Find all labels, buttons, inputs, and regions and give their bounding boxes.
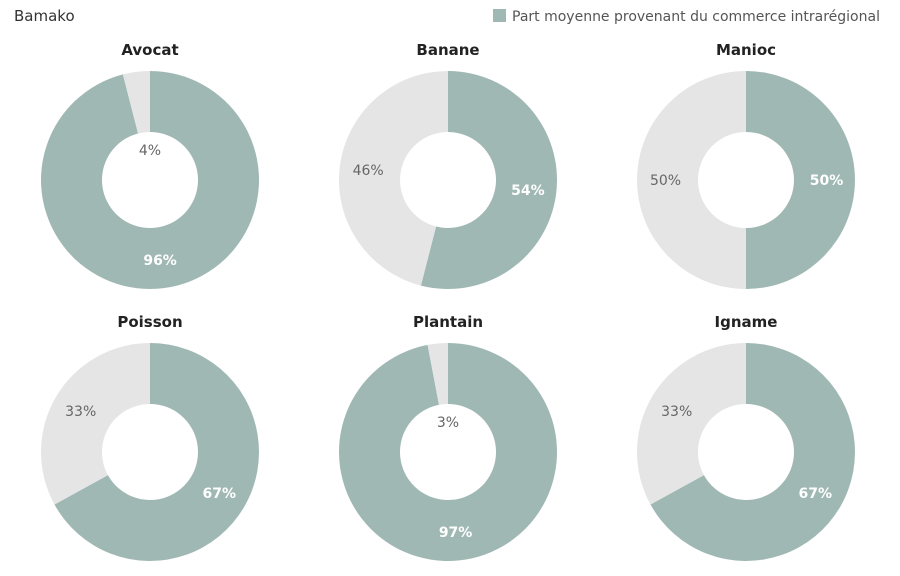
- slice-label-rest: 33%: [65, 404, 96, 420]
- chart-title: Bamako: [14, 7, 75, 25]
- slice-label-rest: 50%: [650, 173, 681, 189]
- panel-title: Plantain: [413, 313, 483, 331]
- slice-rest: [122, 71, 150, 134]
- slice-rest: [637, 343, 746, 505]
- slice-label-rest: 3%: [437, 415, 459, 431]
- panel-title: Igname: [715, 313, 778, 331]
- panels: Avocat 96% 4% Banane 54% 46% Manioc 50% 50% Poiss…: [40, 41, 855, 562]
- panel-title: Poisson: [117, 313, 182, 331]
- slice-label-intraregional: 67%: [799, 486, 833, 502]
- slice-rest: [427, 343, 448, 405]
- slice-intraregional: [420, 71, 557, 290]
- slice-label-intraregional: 97%: [439, 525, 473, 541]
- slice-label-intraregional: 67%: [203, 486, 237, 502]
- slice-label-intraregional: 54%: [511, 183, 545, 199]
- donut-panel-plantain: Plantain 97% 3%: [339, 313, 557, 562]
- legend-swatch: [493, 9, 506, 22]
- slice-label-intraregional: 96%: [143, 253, 177, 269]
- slice-label-rest: 33%: [661, 404, 692, 420]
- slice-label-rest: 4%: [139, 143, 161, 159]
- slice-intraregional: [40, 71, 259, 289]
- slice-intraregional: [54, 343, 260, 561]
- slice-label-intraregional: 50%: [810, 173, 844, 189]
- donut-panel-igname: Igname 67% 33%: [637, 313, 855, 561]
- slice-intraregional: [650, 343, 855, 561]
- slice-rest: [637, 71, 746, 289]
- panel-title: Banane: [416, 41, 479, 59]
- slice-rest: [41, 343, 150, 505]
- slice-rest: [339, 71, 448, 286]
- donut-panel-banane: Banane 54% 46%: [339, 41, 557, 290]
- donut-panel-poisson: Poisson 67% 33%: [41, 313, 260, 561]
- donut-panel-manioc: Manioc 50% 50%: [637, 41, 855, 289]
- panel-title: Avocat: [121, 41, 178, 59]
- slice-intraregional: [746, 71, 855, 289]
- legend-label: Part moyenne provenant du commerce intra…: [512, 9, 880, 25]
- panel-title: Manioc: [716, 41, 776, 59]
- slice-intraregional: [339, 343, 557, 562]
- slice-label-rest: 46%: [353, 163, 384, 179]
- donut-panel-avocat: Avocat 96% 4%: [40, 41, 259, 289]
